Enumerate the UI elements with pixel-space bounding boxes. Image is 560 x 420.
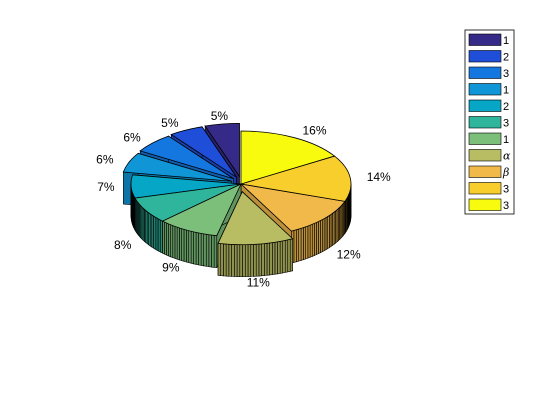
- legend-label: β: [502, 166, 509, 179]
- slice-percent-label: 16%: [303, 124, 327, 138]
- legend-swatch: [468, 116, 502, 129]
- legend-label: α: [503, 150, 511, 163]
- pie-slice: [139, 135, 234, 180]
- legend-label: 2: [503, 52, 509, 64]
- legend-label: 3: [503, 118, 509, 130]
- legend-label: 1: [503, 85, 509, 97]
- slice-percent-label: 14%: [367, 170, 391, 184]
- slice-percent-label: 8%: [114, 238, 132, 252]
- legend-label: 1: [503, 35, 509, 47]
- legend-swatch: [468, 83, 502, 96]
- pie-slice: [239, 183, 346, 232]
- pie-slice: [161, 183, 242, 237]
- slice-percent-label: 9%: [162, 261, 180, 275]
- legend-swatch: [468, 165, 502, 178]
- legend-label: 2: [503, 101, 509, 113]
- legend-swatch: [468, 132, 502, 145]
- slice-labels: 5% 5% 6% 6% 7% 8% 9% 11% 12% 14% 16%: [96, 109, 391, 289]
- pie-slice: [240, 155, 352, 202]
- legend-swatch: [468, 99, 502, 112]
- pie-slice: [204, 122, 240, 178]
- legend-label: 3: [503, 184, 509, 196]
- slice-percent-label: 6%: [96, 153, 114, 167]
- pie-layer: [122, 122, 352, 277]
- slice-percent-label: 7%: [97, 180, 115, 194]
- slice-percent-label: 5%: [211, 109, 229, 123]
- legend-swatch: [468, 149, 502, 162]
- legend-swatch: [468, 33, 502, 46]
- slice-percent-label: 11%: [247, 276, 270, 290]
- slice-percent-label: 6%: [123, 130, 141, 144]
- legend-swatch: [468, 50, 502, 63]
- pie-slice: [170, 126, 237, 178]
- legend-swatch: [468, 198, 502, 211]
- legend-swatch: [468, 182, 502, 195]
- legend: 1 2 3 1 2 3 1 αβ 3 3: [464, 29, 515, 215]
- legend-label: 1: [503, 134, 509, 146]
- pie-slice: [122, 152, 232, 182]
- slice-percent-label: 5%: [161, 116, 179, 130]
- pie-slice: [240, 130, 336, 185]
- legend-label: 3: [503, 200, 509, 212]
- pie-slice: [217, 190, 294, 246]
- legend-label: 3: [503, 68, 509, 80]
- legend-items: 1 2 3 1 2 3 1 αβ 3 3: [468, 33, 511, 212]
- slice-percent-label: 12%: [337, 247, 361, 261]
- legend-swatch: [468, 66, 502, 79]
